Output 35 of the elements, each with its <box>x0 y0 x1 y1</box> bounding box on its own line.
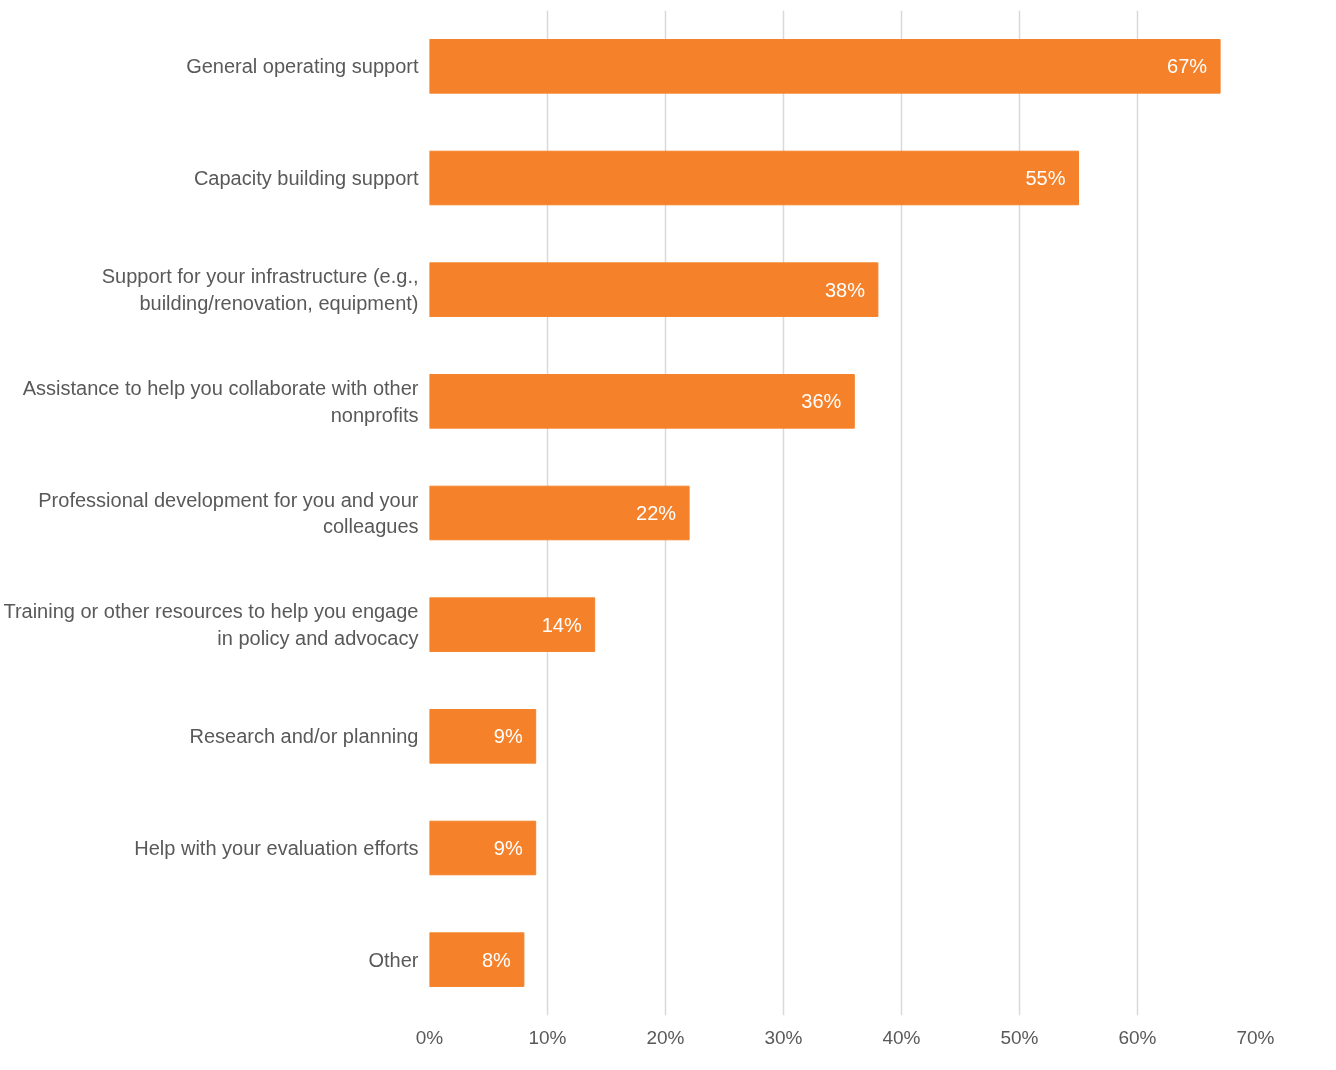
bar <box>429 597 596 652</box>
bar <box>429 39 1221 94</box>
y-tick-label: Professional development for you and your colleagues <box>38 488 419 538</box>
data-label: 67% <box>1167 55 1208 78</box>
y-tick-label: Help with your evaluation efforts <box>134 837 419 859</box>
bar <box>429 709 537 764</box>
x-tick-label: 20% <box>646 1026 685 1048</box>
data-label: 14% <box>541 613 582 636</box>
bar <box>429 485 690 541</box>
y-tick-label: Support for your infrastructure (e.g., building/renovation, equipment) <box>101 265 419 314</box>
y-tick-label: General operating support <box>186 55 419 78</box>
bar <box>429 262 879 317</box>
bar <box>429 932 525 987</box>
bar <box>429 150 1079 206</box>
x-tick-label: 40% <box>882 1026 921 1048</box>
data-label: 8% <box>482 948 512 971</box>
data-label: 9% <box>493 725 523 748</box>
x-tick-label: 30% <box>764 1026 803 1048</box>
bar <box>429 820 537 876</box>
x-tick-label: 70% <box>1236 1026 1275 1048</box>
x-tick-label: 0% <box>415 1026 444 1048</box>
data-label: 38% <box>824 278 866 301</box>
y-tick-label: Other <box>368 948 419 971</box>
y-tick-label: Research and/or planning <box>189 725 419 748</box>
y-tick-label: Assistance to help you collaborate with other nonprofits <box>22 377 419 426</box>
data-label: 22% <box>636 502 677 524</box>
bar <box>429 374 855 429</box>
x-tick-label: 50% <box>1000 1026 1039 1048</box>
y-tick-label: Training or other resources to help you engage in policy and advocacy <box>3 600 419 649</box>
data-label: 55% <box>1025 167 1066 189</box>
x-tick-label: 60% <box>1118 1026 1157 1048</box>
y-tick-label: Capacity building support <box>193 167 419 189</box>
x-tick-label: 10% <box>528 1026 567 1048</box>
data-label: 9% <box>493 837 523 859</box>
data-label: 36% <box>801 390 842 413</box>
